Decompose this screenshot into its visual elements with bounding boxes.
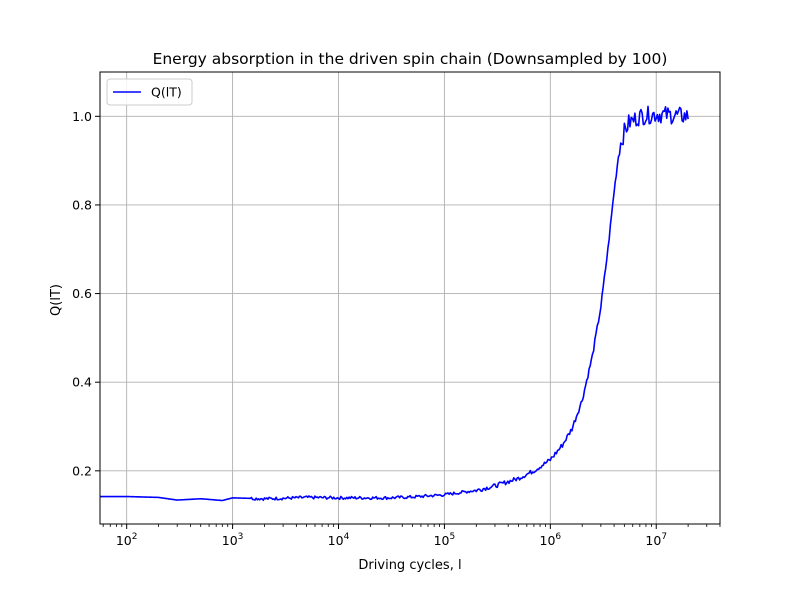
series-line bbox=[100, 105, 689, 502]
axes: 102 103 104 105 106 107 0.2 0.4 0.6 0.8 1.0 bbox=[72, 71, 721, 548]
legend: Q(lT) bbox=[106, 78, 193, 106]
y-axis-label: Q(lT) bbox=[49, 284, 64, 316]
y-tick-label: 0.8 bbox=[72, 197, 92, 212]
plot-area bbox=[100, 105, 689, 502]
x-tick-label: 106 bbox=[540, 532, 562, 548]
axes-frame bbox=[99, 71, 721, 525]
chart-title: Energy absorption in the driven spin cha… bbox=[153, 50, 668, 68]
y-tick-label: 1.0 bbox=[72, 109, 92, 124]
x-tick-label: 105 bbox=[434, 532, 456, 548]
legend-label: Q(lT) bbox=[151, 85, 182, 100]
x-tick-label: 104 bbox=[328, 532, 350, 548]
y-tick-label: 0.2 bbox=[72, 463, 92, 478]
x-tick-label: 107 bbox=[645, 532, 667, 548]
legend-box bbox=[106, 78, 193, 106]
x-tick-label: 103 bbox=[222, 532, 244, 548]
grid bbox=[100, 72, 720, 524]
y-tick-label: 0.6 bbox=[72, 286, 92, 301]
x-axis-label: Driving cycles, l bbox=[358, 558, 461, 573]
y-tick-label: 0.4 bbox=[72, 375, 92, 390]
x-tick-label: 102 bbox=[116, 532, 138, 548]
